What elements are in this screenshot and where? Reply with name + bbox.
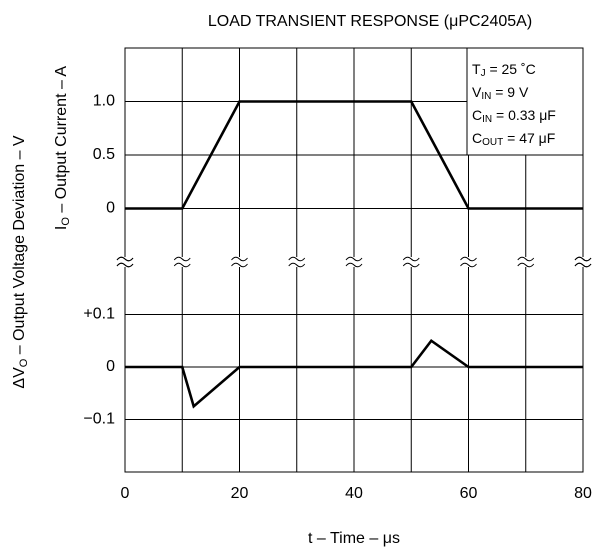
axis-break [517, 262, 535, 268]
annotation-rest: = 0.33 μF [492, 107, 556, 123]
annotation-rest: = 25 ˚C [486, 61, 536, 77]
axis-break [116, 256, 134, 262]
y-tick-label: 1.0 [93, 93, 115, 110]
y-tick-label: −0.1 [83, 411, 115, 428]
y-axis-label: IO – Output Current – A [53, 66, 72, 231]
y-tick-label: 0 [106, 200, 115, 217]
data-line [125, 100, 583, 210]
y-axis-label-main: ΔV [11, 367, 28, 389]
chart-title: LOAD TRANSIENT RESPONSE (μPC2405A) [208, 13, 532, 30]
annotation-main: V [472, 84, 482, 100]
axis-break [402, 262, 420, 268]
x-tick-label: 0 [121, 485, 130, 502]
axis-break [460, 256, 477, 262]
axis-break [231, 256, 248, 262]
annotation: COUT = 47 μF [472, 130, 555, 148]
annotation-box [466, 47, 584, 156]
annotation-main: T [472, 61, 481, 77]
y-axis-label-rest: – Output Voltage Deviation – V [11, 135, 28, 359]
axis-break [288, 256, 306, 262]
axis-break [116, 262, 134, 268]
axis-break-gap [113, 257, 595, 267]
y-axis-label-main: I [53, 226, 70, 230]
axis-break [402, 256, 420, 262]
x-tick-label: 40 [345, 485, 363, 502]
y-axis-label-sub: O [60, 217, 72, 226]
axis-break [574, 262, 592, 268]
y-axis-label: ΔVO – Output Voltage Deviation – V [11, 135, 30, 389]
annotation-main: C [472, 130, 482, 146]
annotation-rest: = 9 V [491, 84, 529, 100]
x-tick-label: 60 [460, 485, 478, 502]
annotation-main: C [472, 107, 482, 123]
annotation: CIN = 0.33 μF [472, 107, 556, 125]
annotation-sub: IN [482, 114, 492, 125]
axis-break [345, 256, 363, 262]
annotation: TJ = 25 ˚C [472, 61, 536, 79]
axis-break [231, 262, 248, 268]
x-tick-label: 20 [231, 485, 249, 502]
axis-break [574, 256, 592, 262]
annotation-rest: = 47 μF [503, 130, 555, 146]
annotation: VIN = 9 V [472, 84, 529, 102]
annotation-sub: J [481, 68, 486, 79]
axis-break [460, 262, 477, 268]
axis-break [517, 256, 535, 262]
annotation-sub: OUT [482, 137, 503, 148]
y-tick-label: 0.5 [93, 146, 115, 163]
axis-break [345, 262, 363, 268]
data-line [125, 338, 583, 409]
x-tick-label: 80 [574, 485, 592, 502]
y-axis-label-rest: – Output Current – A [53, 66, 70, 218]
axis-break [173, 262, 191, 268]
x-axis-label: t – Time – μs [308, 530, 400, 547]
axis-break [288, 262, 306, 268]
y-tick-label: 0 [106, 358, 115, 375]
annotation-sub: IN [481, 91, 491, 102]
y-tick-label: +0.1 [83, 306, 115, 323]
y-axis-label-sub: O [18, 358, 30, 367]
axis-break [173, 256, 191, 262]
